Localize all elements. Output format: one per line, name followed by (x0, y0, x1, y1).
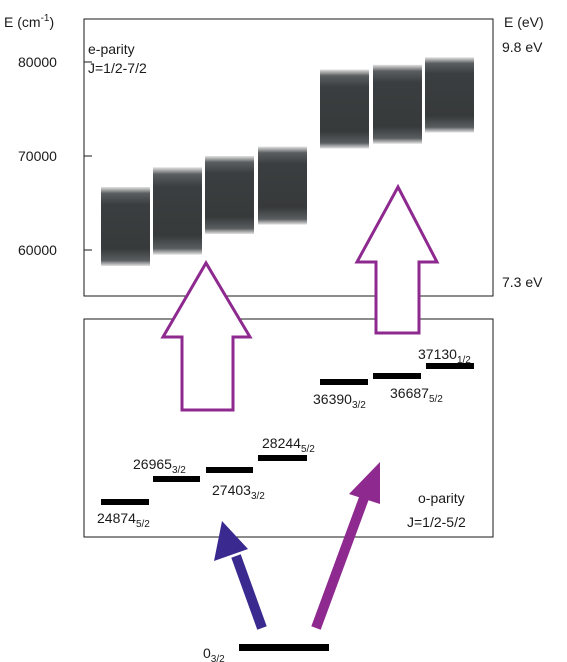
level-label-37130: 371301/2 (418, 346, 471, 366)
left-axis-tick-marks (84, 61, 92, 251)
energy-band-1 (101, 187, 150, 266)
level-label-36390: 363903/2 (313, 391, 366, 411)
level-bar-24874 (101, 499, 149, 505)
level-bar-26965 (153, 476, 200, 482)
level-label-28244: 282445/2 (262, 435, 315, 455)
upper-panel-label-line1: e-parity (88, 41, 135, 57)
level-label-26965: 269653/2 (133, 456, 186, 476)
lower-panel-frame (83, 318, 494, 538)
upper-panel-bands (101, 57, 474, 266)
purple-arrow-head (349, 462, 380, 504)
upper-panel-label-line2: J=1/2-7/2 (88, 60, 147, 76)
left-axis-unit-label: E (cm-1) (4, 13, 54, 30)
hollow-arrow-left (160, 260, 253, 412)
level-bar-28244 (258, 455, 307, 461)
purple-arrow-shaft (311, 496, 369, 630)
tick-label-60000: 60000 (18, 242, 57, 258)
level-bar-36687 (373, 373, 421, 379)
blue-arrow-head (214, 521, 248, 561)
ground-level-bar (239, 644, 329, 651)
energy-band-6 (373, 64, 422, 144)
level-bar-27403 (206, 467, 253, 473)
energy-band-5 (320, 69, 369, 149)
energy-band-3 (205, 156, 254, 234)
lower-panel-label-line1: o-parity (418, 490, 465, 506)
tick-label-70000: 70000 (18, 148, 57, 164)
level-label-27403: 274033/2 (212, 482, 265, 502)
energy-band-4 (258, 146, 307, 225)
level-bar-36390 (320, 379, 368, 385)
blue-arrow-shaft (231, 554, 267, 630)
right-axis-top-value: 9.8 eV (502, 39, 543, 55)
tick-label-80000: 80000 (18, 54, 57, 70)
left-axis-tick-labels: 80000 70000 60000 (18, 54, 57, 258)
lower-panel-label-line2: J=1/2-5/2 (407, 514, 466, 530)
ground-level-label: 03/2 (203, 645, 225, 662)
lower-panel-levels: 248745/2 269653/2 274033/2 282445/2 363903/2… (97, 346, 474, 530)
level-label-36687: 366875/2 (390, 385, 443, 405)
energy-band-7 (425, 57, 474, 133)
hollow-arrow-right (354, 183, 440, 335)
right-axis-unit-label: E (eV) (504, 14, 544, 30)
level-label-24874: 248745/2 (97, 510, 150, 530)
right-axis-bottom-value: 7.3 eV (502, 274, 543, 290)
upper-panel-frame (83, 18, 494, 297)
energy-band-2 (153, 167, 202, 255)
level-bar-37130 (426, 363, 474, 369)
